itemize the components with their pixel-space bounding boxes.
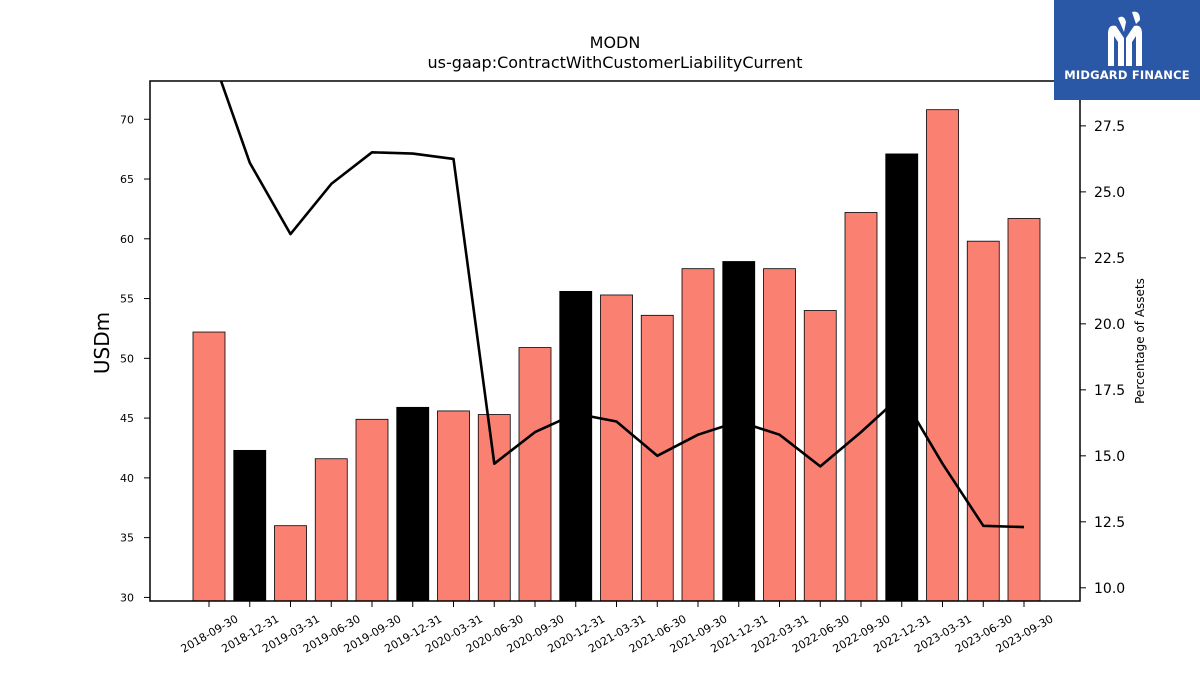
right-axis: 10.0 12.5 15.0 17.5 20.0 22.5 25.0 27.5: [1080, 119, 1125, 597]
left-tick-label: 60: [120, 233, 134, 246]
chart-subtitle: us-gaap:ContractWithCustomerLiabilityCur…: [428, 53, 803, 72]
left-tick-label: 65: [120, 173, 134, 186]
bar-2020-12-31: [559, 290, 593, 602]
bar-2019-09-30: [355, 418, 389, 602]
left-tick-label: 35: [120, 532, 134, 545]
midgard-finance-logo: MIDGARD FINANCE: [1054, 0, 1200, 100]
line-series: [219, 81, 1025, 529]
x-axis: 2018-09-302018-12-312019-03-312019-06-30…: [179, 601, 1056, 656]
bar-2020-03-31: [437, 410, 470, 602]
right-tick-label: 25.0: [1094, 185, 1125, 201]
y2-axis-label: Percentage of Assets: [1133, 278, 1147, 404]
bar-2022-12-31: [885, 153, 919, 602]
left-tick-label: 30: [120, 591, 134, 604]
left-tick-label: 40: [120, 472, 134, 485]
bar-2019-12-31: [396, 406, 430, 602]
logo-text: MIDGARD FINANCE: [1064, 68, 1190, 82]
left-tick-label: 70: [120, 113, 134, 126]
bar-2020-06-30: [477, 414, 511, 602]
right-tick-label: 12.5: [1094, 515, 1125, 531]
bar-2019-03-31: [274, 525, 307, 602]
y-axis-label: USDm: [90, 312, 114, 374]
logo-mark-icon: [1108, 11, 1142, 67]
left-axis: 30 35 40 45 50 55 60 65 70: [120, 113, 150, 604]
left-tick-label: 50: [120, 352, 134, 365]
bar-2023-03-31: [926, 109, 959, 602]
right-tick-label: 20.0: [1094, 317, 1125, 333]
right-tick-label: 27.5: [1094, 119, 1125, 135]
bar-2018-09-30: [192, 331, 226, 602]
bar-2023-09-30: [1007, 218, 1041, 602]
axes: [149, 80, 1081, 602]
left-tick-label: 55: [120, 293, 134, 306]
bar-2021-06-30: [640, 314, 674, 602]
left-tick-label: 45: [120, 412, 134, 425]
bar-2018-12-31: [233, 449, 267, 602]
right-tick-label: 17.5: [1094, 383, 1125, 399]
bar-2020-09-30: [518, 347, 552, 602]
bar-2021-03-31: [600, 294, 633, 602]
percentage-line: [219, 81, 1025, 529]
right-tick-label: 22.5: [1094, 251, 1125, 267]
chart-title: MODN: [590, 33, 641, 52]
bar-2023-06-30: [966, 240, 1000, 602]
bar-2019-06-30: [314, 458, 348, 602]
plot-frame: [149, 80, 1081, 602]
bar-2021-12-31: [722, 261, 756, 602]
bar-series: [192, 109, 1041, 602]
right-tick-label: 15.0: [1094, 449, 1125, 465]
right-tick-label: 10.0: [1094, 581, 1125, 597]
bar-2022-09-30: [844, 212, 878, 602]
